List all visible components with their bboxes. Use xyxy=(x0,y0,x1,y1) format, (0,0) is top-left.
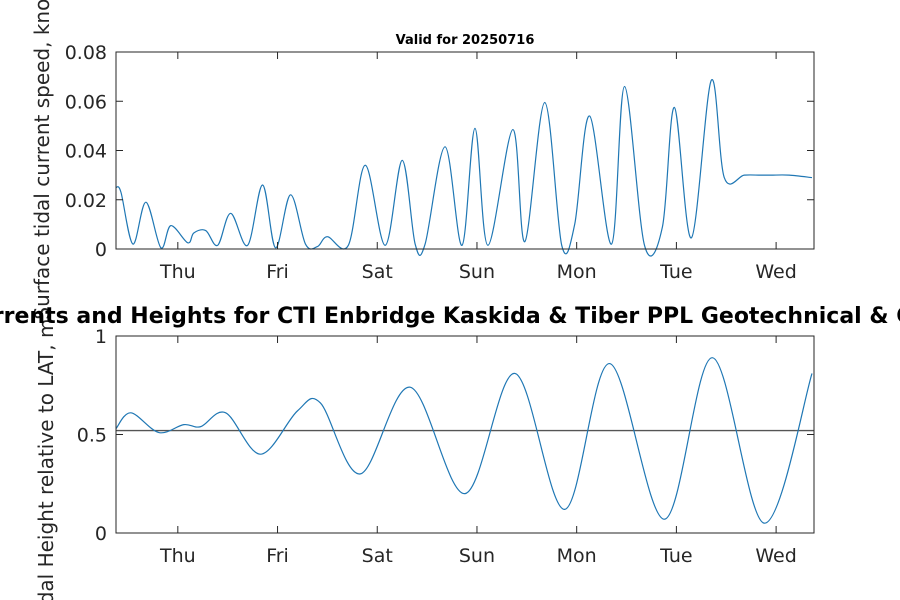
xtick-label: Sat xyxy=(362,261,393,283)
ytick-label: 1 xyxy=(95,326,107,348)
panel-subtitle: Valid for 20250716 xyxy=(396,33,535,48)
current-speed-ylabel: Surface tidal current speed, knots xyxy=(30,0,54,320)
current-speed-panel: Valid for 20250716 Surface tidal current… xyxy=(30,0,815,320)
xtick-label: Wed xyxy=(755,545,796,567)
xtick-label: Thu xyxy=(159,545,196,567)
current-speed-axes-box xyxy=(115,51,815,250)
ytick-label: 0.5 xyxy=(77,425,107,447)
xtick-label: Wed xyxy=(755,261,796,283)
xtick-label: Thu xyxy=(159,261,196,283)
tidal-height-plot-area xyxy=(115,357,814,524)
ytick-label: 0.04 xyxy=(65,141,107,163)
figure-main-title: Surface Tidal Currents and Heights for C… xyxy=(0,304,900,329)
xtick-label: Tue xyxy=(659,261,692,283)
ytick-label: 0 xyxy=(95,239,107,261)
ytick-label: 0.08 xyxy=(65,42,107,64)
xtick-label: Sun xyxy=(459,545,495,567)
xtick-label: Fri xyxy=(266,261,289,283)
xtick-label: Mon xyxy=(557,261,597,283)
tidal-height-panel: Tidal Height relative to LAT, m 0 0.5 1 Thu… xyxy=(34,319,815,600)
xtick-label: Tue xyxy=(659,545,692,567)
xtick-label: Mon xyxy=(557,545,597,567)
ytick-label: 0 xyxy=(95,523,107,545)
tidal-height-series-line xyxy=(115,357,813,524)
tidal-height-axes-box xyxy=(115,335,815,534)
current-speed-series-line xyxy=(115,79,813,257)
xtick-label: Sat xyxy=(362,545,393,567)
xtick-label: Sun xyxy=(459,261,495,283)
ytick-label: 0.06 xyxy=(65,91,107,113)
ytick-label: 0.02 xyxy=(65,190,107,212)
tidal-height-ylabel: Tidal Height relative to LAT, m xyxy=(34,319,58,600)
xtick-label: Fri xyxy=(266,545,289,567)
current-speed-plot-area xyxy=(115,79,813,257)
